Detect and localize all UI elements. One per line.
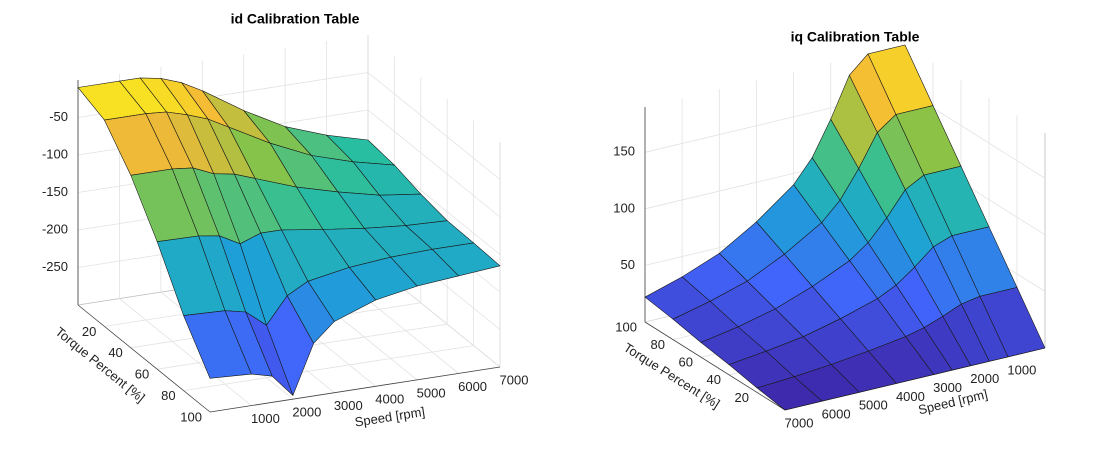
surface-patch <box>183 310 252 379</box>
z-tick-label: -100 <box>42 146 68 161</box>
z-tick-label: 100 <box>613 200 635 215</box>
x-tick-label: 6000 <box>458 379 487 394</box>
axis-label: Speed [rpm] <box>354 404 426 430</box>
x-tick-label: 6000 <box>822 407 851 422</box>
z-tick-label: -250 <box>42 259 68 274</box>
x-tick-label: 7000 <box>785 415 814 430</box>
x-tick-label: 4000 <box>375 392 404 407</box>
surface-chart: id Calibration Table 1000 2000 3000 4000 5000… <box>42 11 528 430</box>
x-tick-label: 2000 <box>970 371 999 386</box>
z-tick-label: -50 <box>49 109 68 124</box>
x-tick-label: 5000 <box>417 385 446 400</box>
x-tick-label: 3000 <box>334 398 363 413</box>
surface-patch <box>756 376 823 411</box>
z-tick-label: -150 <box>42 184 68 199</box>
axis-line <box>77 80 501 413</box>
y-tick-label: 20 <box>735 390 749 405</box>
z-tick-label: 150 <box>613 144 635 159</box>
x-tick-label: 4000 <box>896 389 925 404</box>
x-tick-label: 3000 <box>933 380 962 395</box>
y-tick-label: 80 <box>161 388 175 403</box>
y-tick-label: 60 <box>679 355 693 370</box>
y-tick-label: 60 <box>135 367 149 382</box>
chart-title: iq Calibration Table <box>791 29 920 45</box>
y-tick-label: 100 <box>615 319 637 334</box>
y-tick-label: 40 <box>707 372 721 387</box>
z-tick-label: -200 <box>42 221 68 236</box>
z-tick-label: 50 <box>621 257 635 272</box>
x-tick-label: 2000 <box>292 405 321 420</box>
y-tick-label: 20 <box>82 324 96 339</box>
y-tick-label: 100 <box>180 409 202 424</box>
chart-title: id Calibration Table <box>231 11 360 27</box>
x-tick-label: 5000 <box>859 398 888 413</box>
x-tick-label: 1000 <box>1007 362 1036 377</box>
x-tick-label: 7000 <box>500 372 529 387</box>
y-tick-label: 40 <box>108 345 122 360</box>
axis-label: Torque Percent [%] <box>53 324 148 405</box>
surface-chart: iq Calibration Table 1000 2000 3000 4000 5000… <box>613 29 1046 430</box>
y-tick-label: 80 <box>651 337 665 352</box>
x-tick-label: 1000 <box>251 411 280 426</box>
